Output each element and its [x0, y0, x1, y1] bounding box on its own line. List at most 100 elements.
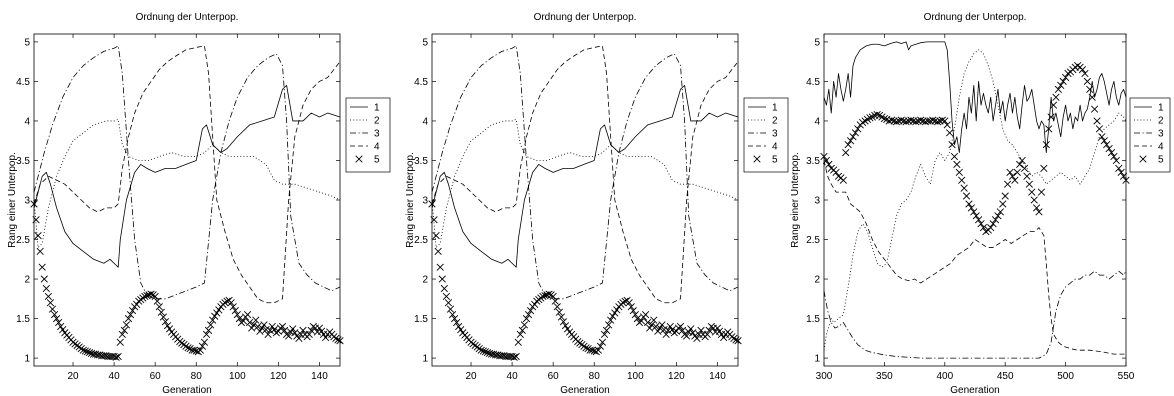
legend: 1 2 3 4 5 — [743, 97, 789, 173]
marker-stroke — [1025, 180, 1033, 188]
marker-stroke — [1081, 69, 1089, 78]
marker-stroke — [1011, 176, 1019, 184]
marker-stroke — [485, 349, 494, 357]
data-point-marker — [264, 330, 272, 338]
marker-stroke — [633, 314, 641, 323]
series-line — [823, 49, 1127, 351]
data-point-marker — [557, 313, 566, 321]
marker-stroke — [965, 200, 973, 208]
data-point-marker — [960, 184, 968, 192]
marker-stroke — [434, 247, 442, 255]
marker-stroke — [489, 350, 498, 358]
legend-label: 4 — [1158, 142, 1164, 153]
marker-stroke — [1052, 93, 1060, 101]
marker-stroke — [621, 297, 629, 305]
data-point-marker — [676, 322, 685, 331]
marker-stroke — [120, 326, 128, 335]
marker-stroke — [1057, 81, 1065, 89]
data-point-marker — [483, 348, 492, 357]
x-tick-label: 40 — [109, 371, 121, 382]
data-point-marker — [322, 333, 330, 342]
marker-stroke — [689, 329, 697, 337]
data-point-marker — [40, 275, 48, 283]
data-point-marker — [715, 327, 724, 335]
chart-panel-3: Ordnung der Unterpop. Generation Rang eine… — [790, 12, 1171, 396]
marker-stroke — [1100, 137, 1108, 145]
data-point-marker — [902, 118, 910, 126]
data-point-marker — [958, 176, 966, 184]
data-point-marker — [227, 299, 235, 307]
data-point-marker — [631, 311, 639, 319]
series-4 — [823, 160, 1126, 355]
marker-stroke — [555, 308, 563, 316]
data-point-marker — [953, 160, 961, 169]
data-point-marker — [1018, 156, 1026, 165]
data-point-marker — [1006, 168, 1014, 176]
marker-stroke — [206, 321, 215, 329]
data-point-marker — [943, 121, 951, 129]
marker-stroke — [512, 352, 520, 361]
data-point-marker — [1081, 69, 1089, 78]
y-tick-label: 5 — [24, 37, 30, 48]
data-point-marker — [851, 129, 860, 137]
x-tick-label: 120 — [668, 371, 685, 382]
data-point-marker — [549, 292, 557, 301]
marker-stroke — [650, 316, 658, 324]
marker-stroke — [487, 350, 496, 358]
y-tick-label: 1.5 — [16, 314, 30, 325]
data-point-marker — [555, 308, 563, 316]
marker-stroke — [683, 332, 691, 340]
marker-stroke — [48, 305, 57, 313]
marker-stroke — [514, 338, 522, 346]
marker-stroke — [153, 297, 161, 305]
marker-stroke — [1083, 77, 1091, 86]
marker-stroke — [946, 129, 954, 137]
panels-root: Ordnung der Unterpop. Generation Rang eine… — [7, 12, 1171, 396]
marker-stroke — [1023, 172, 1031, 180]
x-tick-label: 100 — [627, 371, 644, 382]
x-axis-label: Generation — [560, 385, 609, 396]
y-tick-label: 1 — [814, 354, 820, 365]
marker-stroke — [510, 353, 518, 361]
data-point-marker — [1110, 152, 1118, 161]
legend-marker — [753, 155, 761, 163]
data-point-marker — [929, 116, 937, 124]
data-point-marker — [48, 305, 57, 313]
marker-stroke — [516, 330, 524, 338]
marker-stroke — [258, 324, 266, 332]
marker-stroke — [522, 314, 531, 323]
y-tick-label: 2 — [422, 275, 428, 286]
marker-stroke — [89, 350, 98, 358]
data-point-marker — [448, 311, 457, 319]
data-point-marker — [161, 318, 170, 326]
marker-stroke — [888, 116, 896, 124]
marker-stroke — [977, 220, 985, 228]
marker-stroke — [854, 125, 862, 133]
marker-stroke — [204, 326, 213, 335]
series-line — [823, 270, 1127, 359]
data-point-marker — [1100, 137, 1108, 145]
marker-stroke — [955, 168, 963, 176]
data-point-marker — [524, 311, 533, 319]
marker-stroke — [545, 290, 553, 298]
marker-stroke — [143, 292, 151, 300]
y-tick-label: 5 — [814, 37, 820, 48]
legend-entry-2: 2 — [1134, 116, 1164, 127]
marker-stroke — [594, 346, 602, 354]
data-point-marker — [258, 324, 266, 332]
data-point-marker — [955, 168, 963, 176]
marker-stroke — [705, 326, 713, 335]
marker-stroke — [233, 311, 241, 319]
marker-stroke — [289, 325, 297, 333]
data-point-marker — [1035, 208, 1043, 216]
legend-entry-5: 5 — [1139, 155, 1164, 166]
marker-stroke — [873, 111, 881, 119]
marker-stroke — [693, 334, 701, 342]
marker-stroke — [79, 346, 87, 354]
y-tick-label: 3.5 — [414, 156, 428, 167]
data-point-marker — [59, 326, 67, 334]
legend-label: 4 — [772, 142, 778, 153]
data-point-marker — [551, 297, 559, 305]
data-point-marker — [268, 322, 276, 331]
data-point-marker — [307, 326, 315, 335]
